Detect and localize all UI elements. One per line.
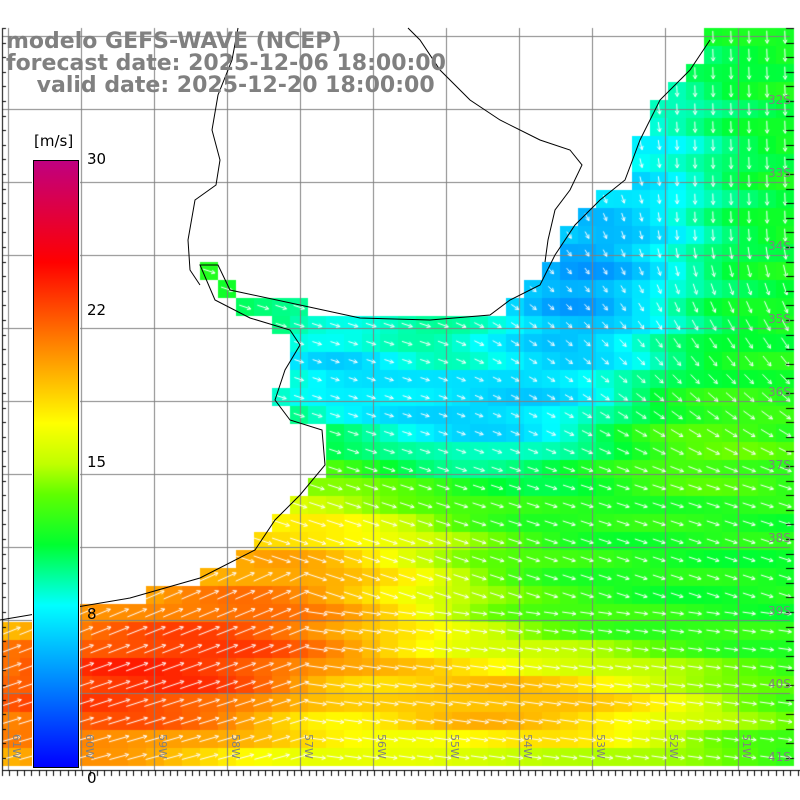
longitude-label: 55W xyxy=(448,734,461,759)
latitude-label: 38S xyxy=(768,531,791,545)
longitude-label: 56W xyxy=(375,734,388,759)
border-line xyxy=(407,27,583,263)
coastline xyxy=(0,39,711,621)
valid-date: valid date: 2025-12-20 18:00:00 xyxy=(6,73,435,98)
longitude-label: 61W xyxy=(10,734,23,759)
border-line xyxy=(187,27,239,286)
colorbar-tick-30: 30 xyxy=(87,150,107,168)
longitude-label: 52W xyxy=(667,734,680,759)
colorbar-tick-8: 8 xyxy=(87,605,97,623)
longitude-label: 60W xyxy=(83,734,96,759)
colorbar-tick-15: 15 xyxy=(87,453,107,471)
latitude-label: 33S xyxy=(768,166,791,180)
latitude-label: 37S xyxy=(768,458,791,472)
latitude-label: 41S xyxy=(768,750,791,764)
colorbar-unit: [m/s] xyxy=(34,132,74,150)
latitude-label: 36S xyxy=(768,385,791,399)
longitude-label: 51W xyxy=(740,734,753,759)
latitude-label: 35S xyxy=(768,312,791,326)
longitude-label: 58W xyxy=(229,734,242,759)
latitude-label: 34S xyxy=(768,239,791,253)
longitude-label: 57W xyxy=(302,734,315,759)
latitude-label: 40S xyxy=(768,677,791,691)
colorbar-tick-22: 22 xyxy=(87,301,107,319)
model-title: modelo GEFS-WAVE (NCEP) xyxy=(6,29,342,54)
latitude-label: 32S xyxy=(768,93,791,107)
latitude-label: 39S xyxy=(768,604,791,618)
colorbar xyxy=(32,159,80,769)
forecast-date: forecast date: 2025-12-06 18:00:00 xyxy=(6,51,446,76)
longitude-label: 54W xyxy=(521,734,534,759)
colorbar-tick-0: 0 xyxy=(87,769,97,787)
longitude-label: 53W xyxy=(594,734,607,759)
longitude-label: 59W xyxy=(156,734,169,759)
